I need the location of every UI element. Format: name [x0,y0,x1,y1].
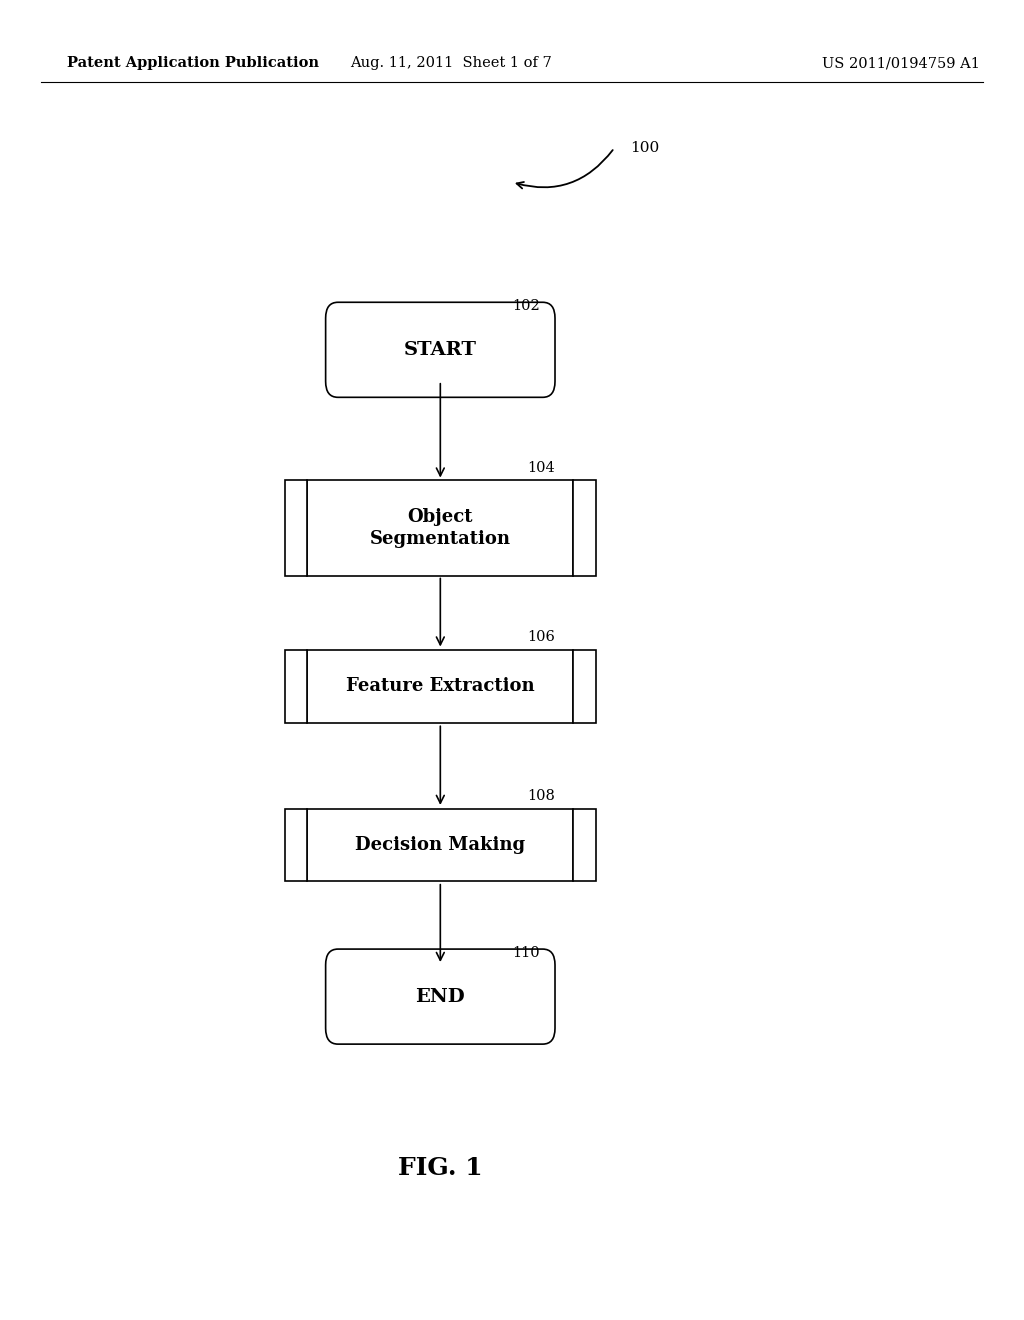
Text: US 2011/0194759 A1: US 2011/0194759 A1 [822,57,980,70]
FancyBboxPatch shape [326,302,555,397]
Text: 110: 110 [512,945,540,960]
Text: 100: 100 [630,141,659,154]
Text: Patent Application Publication: Patent Application Publication [67,57,318,70]
Bar [573,480,596,576]
Bar [285,651,307,723]
Bar [285,808,307,882]
Text: FIG. 1: FIG. 1 [398,1156,482,1180]
Bar [307,651,573,723]
Bar [573,651,596,723]
Text: 104: 104 [527,461,555,475]
Text: Decision Making: Decision Making [355,836,525,854]
Text: Aug. 11, 2011  Sheet 1 of 7: Aug. 11, 2011 Sheet 1 of 7 [349,57,552,70]
Text: START: START [403,341,477,359]
Bar [307,480,573,576]
Text: Feature Extraction: Feature Extraction [346,677,535,696]
Bar [285,480,307,576]
Bar [307,808,573,882]
FancyBboxPatch shape [326,949,555,1044]
Bar [573,808,596,882]
Text: Object
Segmentation: Object Segmentation [370,508,511,548]
Text: 108: 108 [527,788,555,803]
Text: 106: 106 [527,630,555,644]
Text: END: END [416,987,465,1006]
Text: 102: 102 [512,298,540,313]
